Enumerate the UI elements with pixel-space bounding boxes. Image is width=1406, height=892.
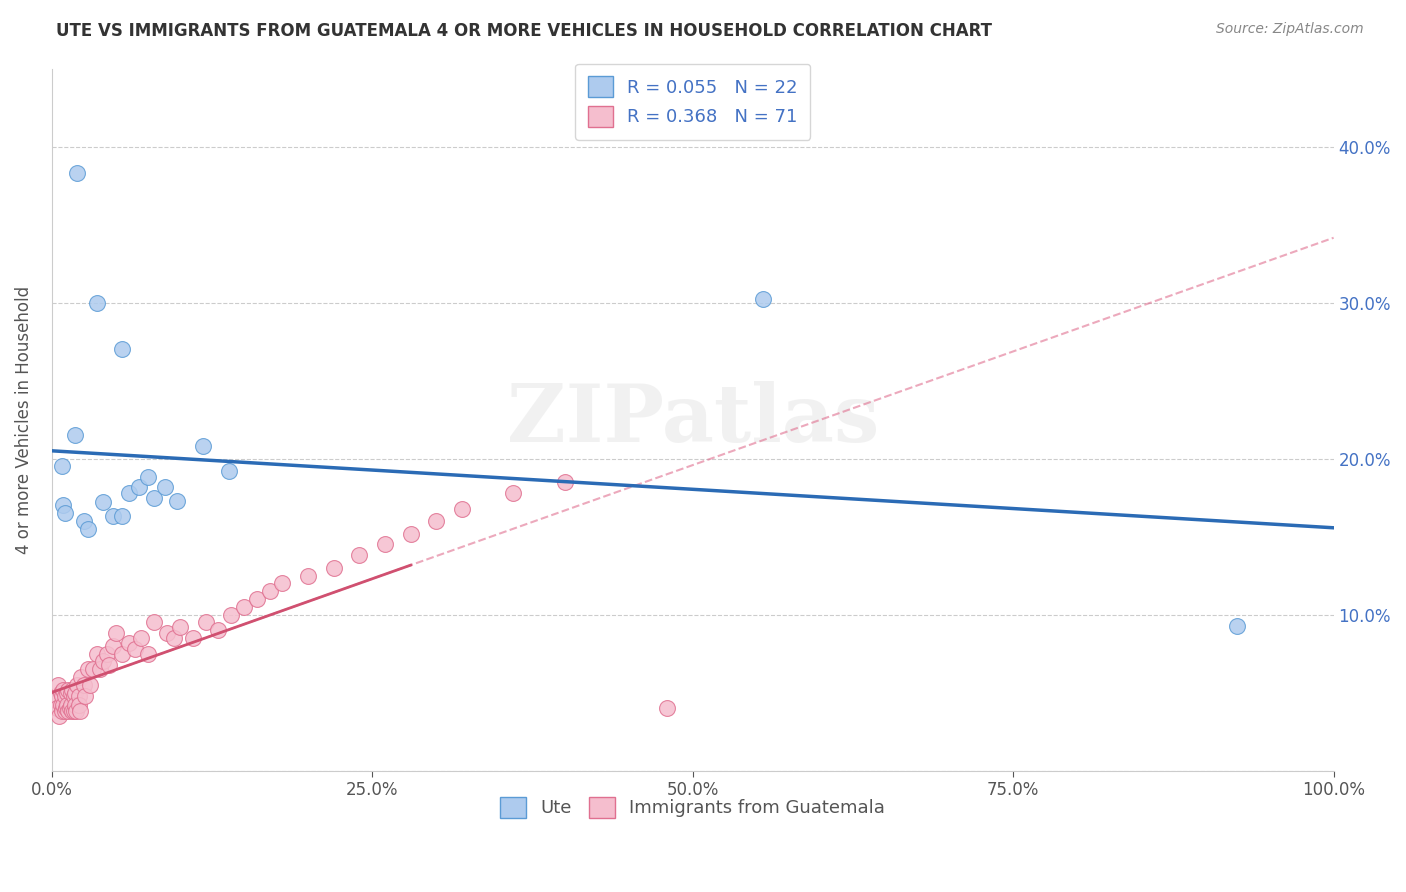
Point: [53, 705, 76, 719]
Point: [63, 686, 86, 700]
Point: [89, 662, 111, 676]
Point: [67, 698, 90, 713]
Point: [62, 705, 84, 719]
Point: [66, 166, 89, 180]
Point: [52, 682, 75, 697]
Point: [70, 670, 93, 684]
Point: [118, 486, 141, 500]
Point: [271, 576, 294, 591]
Point: [166, 493, 188, 508]
Point: [128, 480, 150, 494]
Point: [207, 624, 229, 638]
Point: [75, 689, 97, 703]
Point: [51, 689, 73, 703]
Point: [156, 626, 179, 640]
Point: [98, 657, 121, 672]
Legend: Ute, Immigrants from Guatemala: Ute, Immigrants from Guatemala: [494, 789, 893, 825]
Point: [52, 499, 75, 513]
Point: [45, 701, 67, 715]
Point: [103, 639, 125, 653]
Point: [76, 522, 98, 536]
Point: [143, 615, 166, 630]
Point: [59, 686, 82, 700]
Point: [103, 509, 125, 524]
Point: [191, 439, 214, 453]
Point: [51, 459, 73, 474]
Point: [374, 537, 396, 551]
Point: [73, 514, 96, 528]
Text: Source: ZipAtlas.com: Source: ZipAtlas.com: [1216, 22, 1364, 37]
Point: [194, 615, 217, 630]
Point: [219, 607, 242, 622]
Point: [66, 678, 89, 692]
Text: UTE VS IMMIGRANTS FROM GUATEMALA 4 OR MORE VEHICLES IN HOUSEHOLD CORRELATION CHA: UTE VS IMMIGRANTS FROM GUATEMALA 4 OR MO…: [56, 22, 993, 40]
Point: [59, 701, 82, 715]
Point: [82, 662, 104, 676]
Point: [56, 686, 79, 700]
Point: [73, 678, 96, 692]
Point: [502, 486, 524, 500]
Point: [752, 293, 775, 307]
Point: [131, 631, 153, 645]
Point: [104, 626, 127, 640]
Y-axis label: 4 or more Vehicles in Household: 4 or more Vehicles in Household: [15, 285, 32, 554]
Point: [53, 689, 76, 703]
Point: [96, 647, 118, 661]
Point: [349, 549, 371, 563]
Point: [49, 686, 72, 700]
Point: [67, 689, 90, 703]
Point: [136, 647, 159, 661]
Point: [46, 678, 69, 692]
Point: [52, 698, 75, 713]
Point: [246, 592, 269, 607]
Point: [60, 682, 83, 697]
Point: [58, 705, 80, 719]
Point: [62, 689, 84, 703]
Point: [86, 295, 108, 310]
Point: [58, 682, 80, 697]
Point: [181, 631, 204, 645]
Point: [49, 698, 72, 713]
Point: [55, 701, 77, 715]
Point: [111, 343, 134, 357]
Point: [425, 514, 447, 528]
Point: [69, 705, 91, 719]
Point: [655, 701, 678, 715]
Point: [111, 509, 134, 524]
Point: [451, 501, 474, 516]
Point: [1226, 618, 1249, 632]
Point: [60, 705, 83, 719]
Point: [45, 693, 67, 707]
Point: [136, 470, 159, 484]
Point: [76, 662, 98, 676]
Point: [53, 506, 76, 520]
Point: [51, 705, 73, 719]
Text: ZIPatlas: ZIPatlas: [506, 381, 879, 458]
Point: [79, 678, 101, 692]
Point: [111, 647, 134, 661]
Point: [118, 636, 141, 650]
Point: [162, 631, 184, 645]
Point: [63, 428, 86, 442]
Point: [63, 698, 86, 713]
Point: [65, 705, 87, 719]
Point: [297, 568, 319, 582]
Point: [143, 491, 166, 505]
Point: [169, 620, 191, 634]
Point: [91, 495, 114, 509]
Point: [86, 647, 108, 661]
Point: [259, 584, 281, 599]
Point: [56, 698, 79, 713]
Point: [153, 480, 176, 494]
Point: [553, 475, 575, 489]
Point: [91, 655, 114, 669]
Point: [124, 642, 146, 657]
Point: [322, 561, 344, 575]
Point: [218, 464, 240, 478]
Point: [233, 599, 256, 614]
Point: [48, 709, 70, 723]
Point: [399, 526, 422, 541]
Point: [59, 698, 82, 713]
